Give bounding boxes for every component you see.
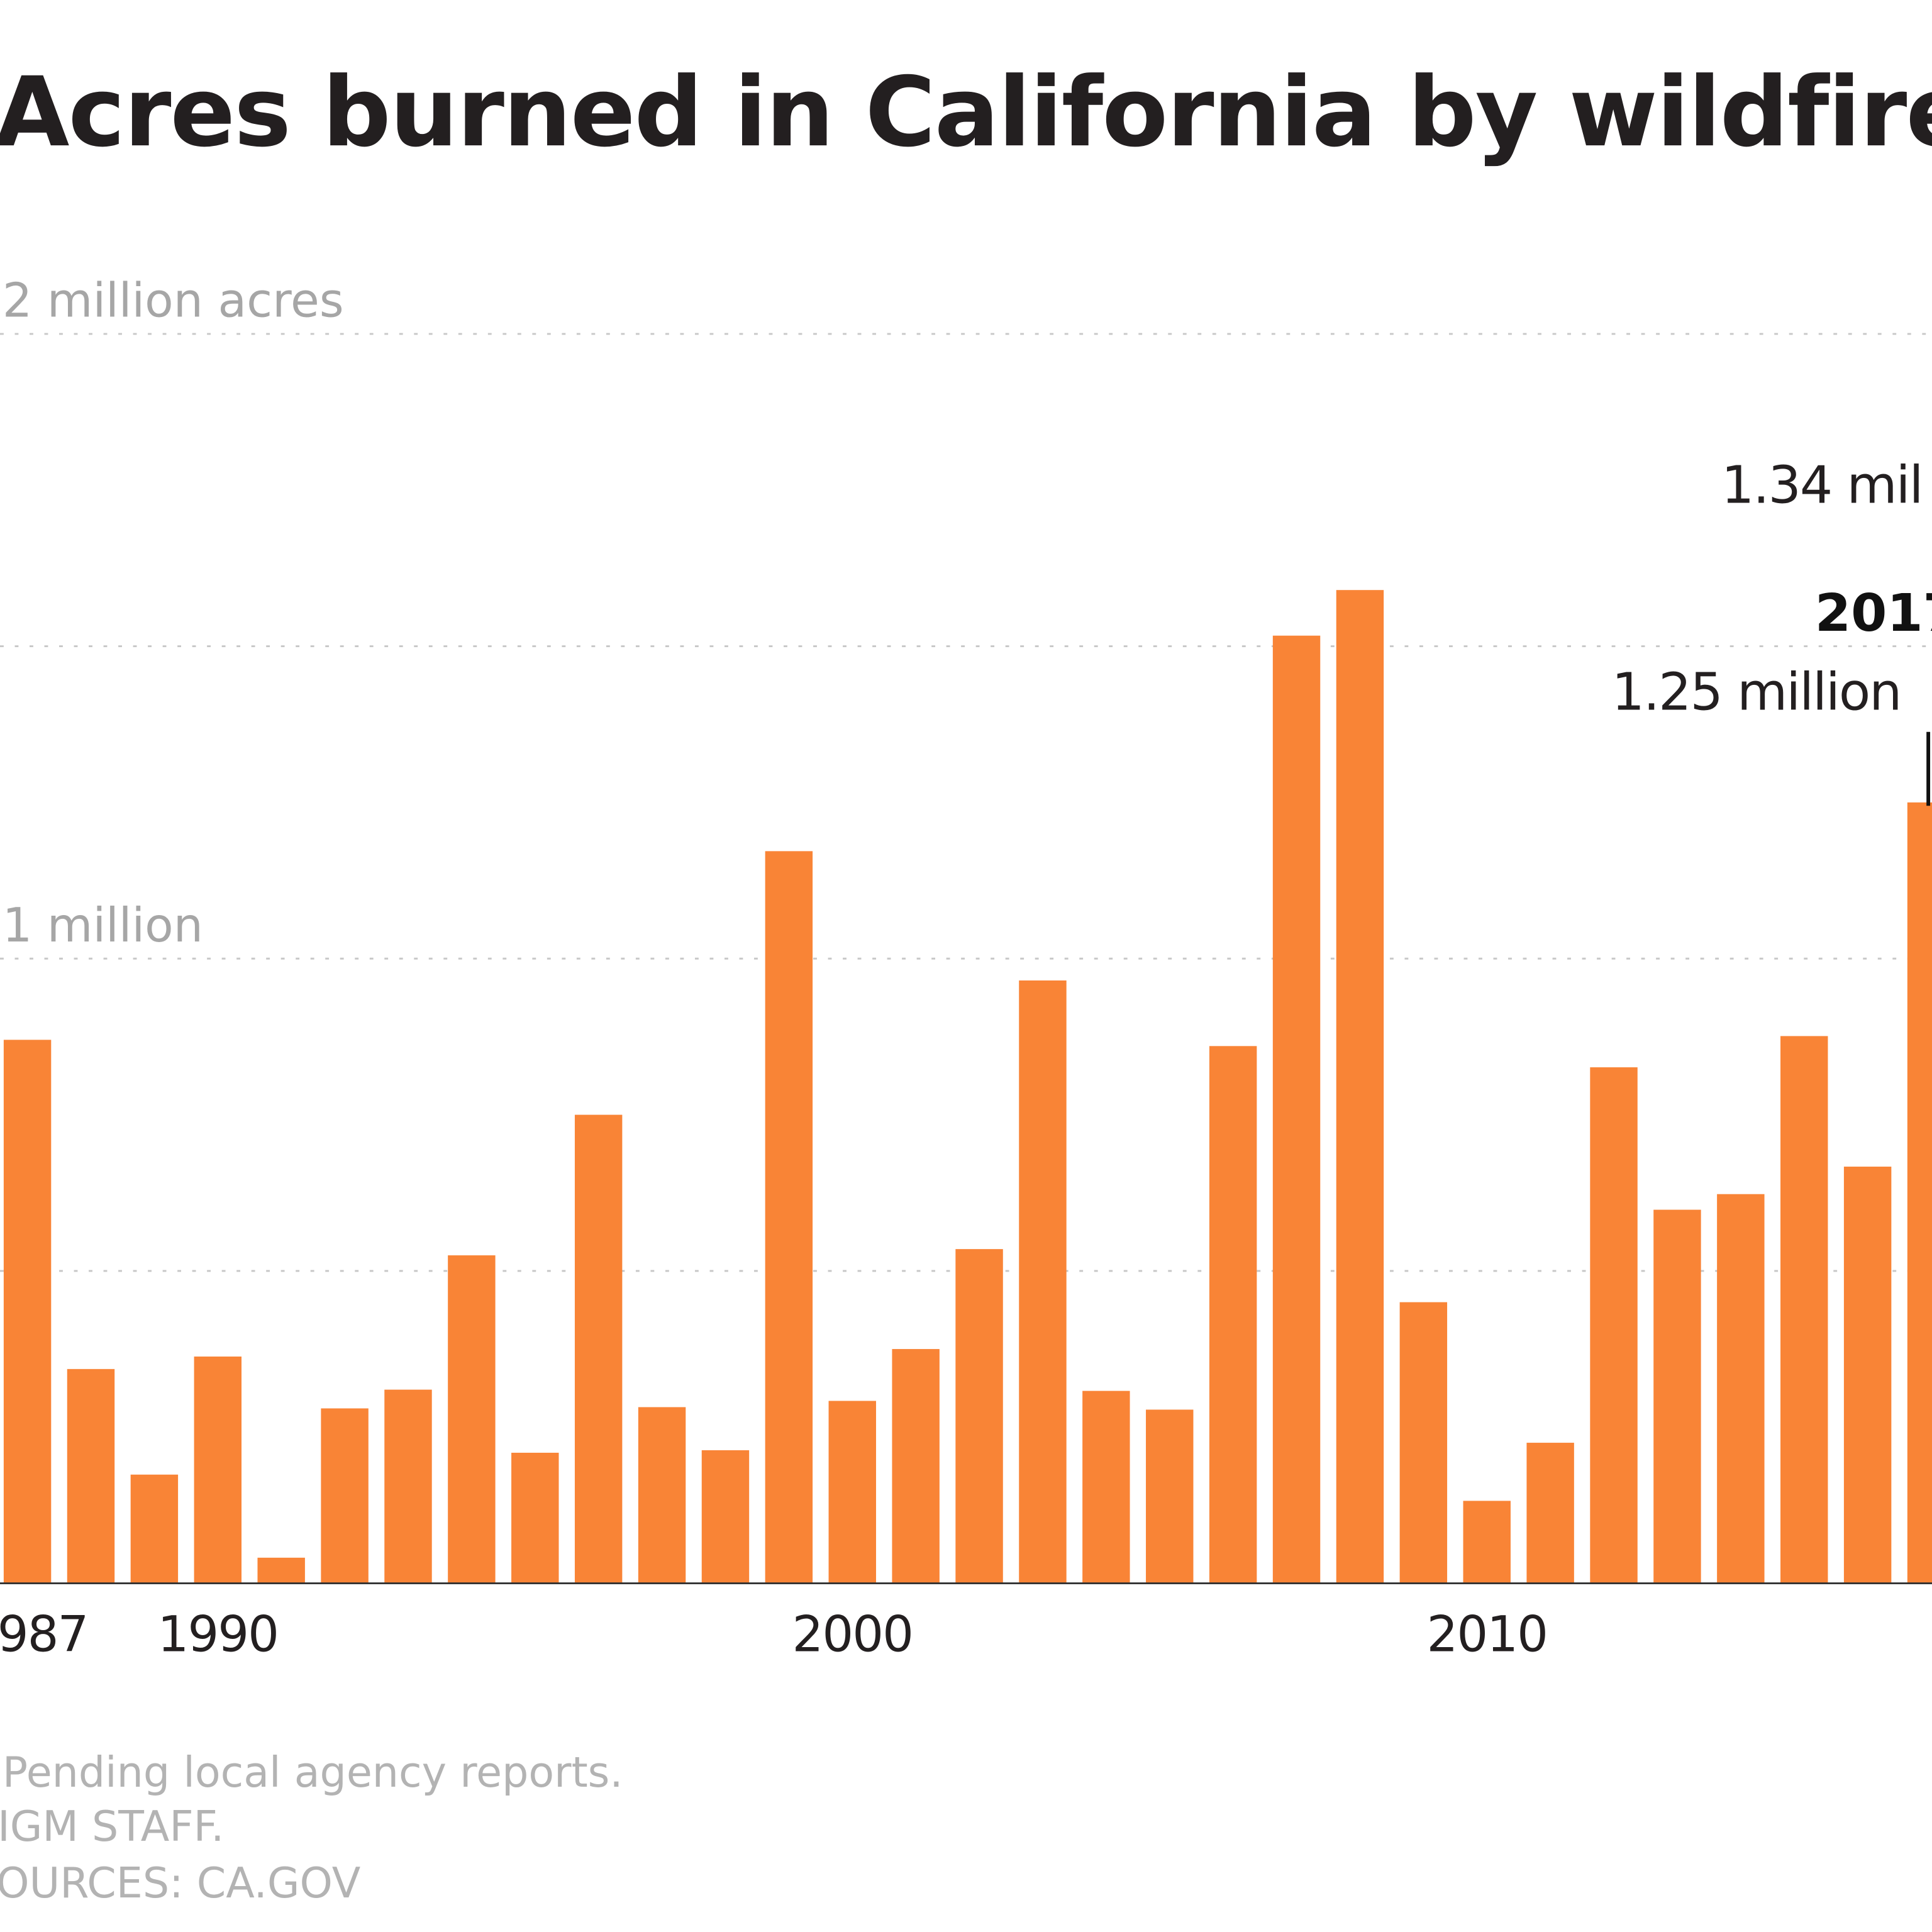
bar-2002 — [955, 1249, 1003, 1584]
bar-2005 — [1146, 1409, 1194, 1584]
bar-2001 — [892, 1349, 940, 1584]
bar-2014 — [1717, 1194, 1765, 1584]
footnote-credit: IGM STAFF. — [0, 1802, 224, 1851]
x-tick-label: 1990 — [157, 1606, 278, 1663]
x-tick-label: 2010 — [1426, 1606, 1547, 1663]
bar-1998 — [701, 1450, 750, 1584]
bar-2015 — [1780, 1036, 1828, 1584]
bar-2009 — [1399, 1302, 1448, 1584]
x-tick-label: 2000 — [792, 1606, 913, 1663]
bar-2000 — [828, 1401, 876, 1584]
bar-1991 — [257, 1557, 305, 1584]
bar-2004 — [1082, 1391, 1130, 1584]
bar-1999 — [765, 851, 813, 1584]
bar-1995 — [511, 1452, 559, 1584]
bar-1997 — [638, 1407, 686, 1584]
annotation-2017-value: 1.25 million — [1612, 662, 1901, 722]
bar-1988 — [67, 1368, 115, 1584]
bar-2006 — [1209, 1046, 1257, 1584]
y-axis-labels: 2 million acres 1 million — [3, 274, 344, 953]
bar-2017 — [1907, 802, 1932, 1584]
x-tick-label: 1987 — [0, 1606, 87, 1663]
chart-title: Acres burned in California by wildfire — [0, 57, 1932, 169]
bar-1990 — [194, 1356, 242, 1584]
bar-2010 — [1463, 1501, 1511, 1584]
footnote-source: OURCES: CA.GOV — [0, 1858, 361, 1907]
footnote-pending: Pending local agency reports. — [3, 1748, 623, 1797]
bar-2011 — [1526, 1443, 1574, 1584]
bar-1989 — [130, 1474, 179, 1584]
bars — [3, 590, 1932, 1584]
annotation-2017-year: 2017 — [1815, 584, 1932, 643]
bar-2012 — [1590, 1067, 1638, 1584]
bar-2003 — [1019, 980, 1067, 1584]
gridlines — [0, 333, 1932, 1272]
bar-1992 — [321, 1408, 369, 1584]
y-tick-label: 2 million acres — [3, 274, 344, 328]
y-tick-label: 1 million — [3, 898, 203, 953]
bar-2007 — [1272, 635, 1321, 1584]
bar-2013 — [1653, 1209, 1701, 1584]
bar-1993 — [384, 1389, 432, 1584]
bar-2016 — [1843, 1167, 1892, 1584]
x-axis-labels: 1987 1990 2000 2010 — [0, 1606, 1548, 1663]
bar-1996 — [574, 1114, 623, 1584]
bar-2008 — [1336, 590, 1384, 1584]
annotation-1-34-million: 1.34 mil — [1721, 455, 1923, 515]
bar-1987 — [3, 1040, 52, 1584]
bar-1994 — [448, 1255, 496, 1584]
